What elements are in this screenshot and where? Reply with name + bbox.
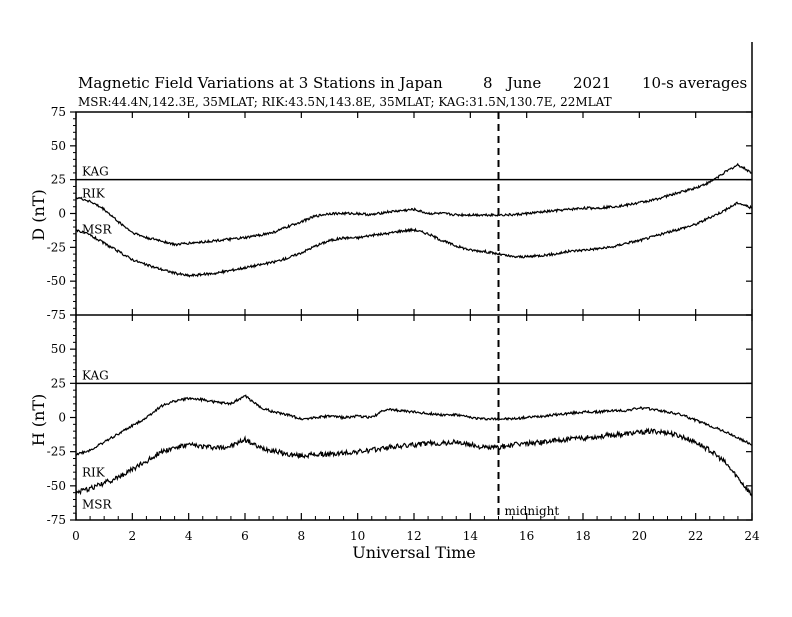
station-label-msr: MSR [82, 498, 113, 512]
series-line-msr [75, 201, 753, 278]
y-tick-label: 0 [58, 207, 66, 221]
x-tick-label: 14 [463, 529, 479, 543]
x-axis-label: Universal Time [352, 543, 475, 562]
station-label-kag: KAG [82, 165, 109, 179]
y-tick-label: 75 [51, 105, 66, 119]
title-day: 8 [483, 74, 493, 92]
station-label-rik: RIK [82, 465, 106, 479]
series-line-rik [75, 394, 753, 456]
h-panel-ylabel: H (nT) [29, 394, 48, 447]
x-tick-label: 24 [744, 529, 760, 543]
x-tick-label: 6 [241, 529, 249, 543]
x-tick-label: 0 [72, 529, 80, 543]
series-labels: KAG RIK MSR KAG RIK MSR [82, 165, 113, 512]
x-tick-label: 12 [406, 529, 421, 543]
x-tick-label: 2 [129, 529, 137, 543]
y-tick-label: -50 [47, 274, 66, 288]
series-line-rik [75, 162, 753, 247]
y-tick-label: -50 [47, 479, 66, 493]
y-tick-label: 50 [51, 342, 66, 356]
title-year: 2021 [573, 74, 611, 92]
title-month: June [505, 74, 541, 92]
series-layer [75, 162, 753, 497]
station-label-msr: MSR [82, 223, 113, 237]
d-panel-ylabel: D (nT) [29, 189, 48, 240]
x-tick-label: 8 [298, 529, 306, 543]
y-tick-label: 0 [58, 411, 66, 425]
y-tick-label: 50 [51, 139, 66, 153]
x-tick-label: 22 [688, 529, 703, 543]
midnight-label: midnight [505, 504, 560, 518]
y-tick-label: -75 [47, 513, 66, 527]
x-tick-label: 20 [632, 529, 647, 543]
series-line-msr [75, 427, 753, 497]
x-tick-label: 10 [350, 529, 365, 543]
chart-title: Magnetic Field Variations at 3 Stations … [78, 74, 443, 92]
x-tick-label: 4 [185, 529, 193, 543]
x-tick-label: 16 [519, 529, 534, 543]
chart-subtitle: MSR:44.4N,142.3E, 35MLAT; RIK:43.5N,143.… [78, 95, 612, 109]
y-tick-label: 25 [51, 376, 66, 390]
x-tick-label: 18 [575, 529, 590, 543]
title-note: 10-s averages [642, 74, 747, 92]
y-tick-label: -25 [47, 445, 66, 459]
y-tick-label: 25 [51, 173, 66, 187]
y-tick-label: -75 [47, 308, 66, 322]
station-label-kag: KAG [82, 368, 109, 382]
station-label-rik: RIK [82, 186, 106, 200]
y-tick-label: -25 [47, 240, 66, 254]
